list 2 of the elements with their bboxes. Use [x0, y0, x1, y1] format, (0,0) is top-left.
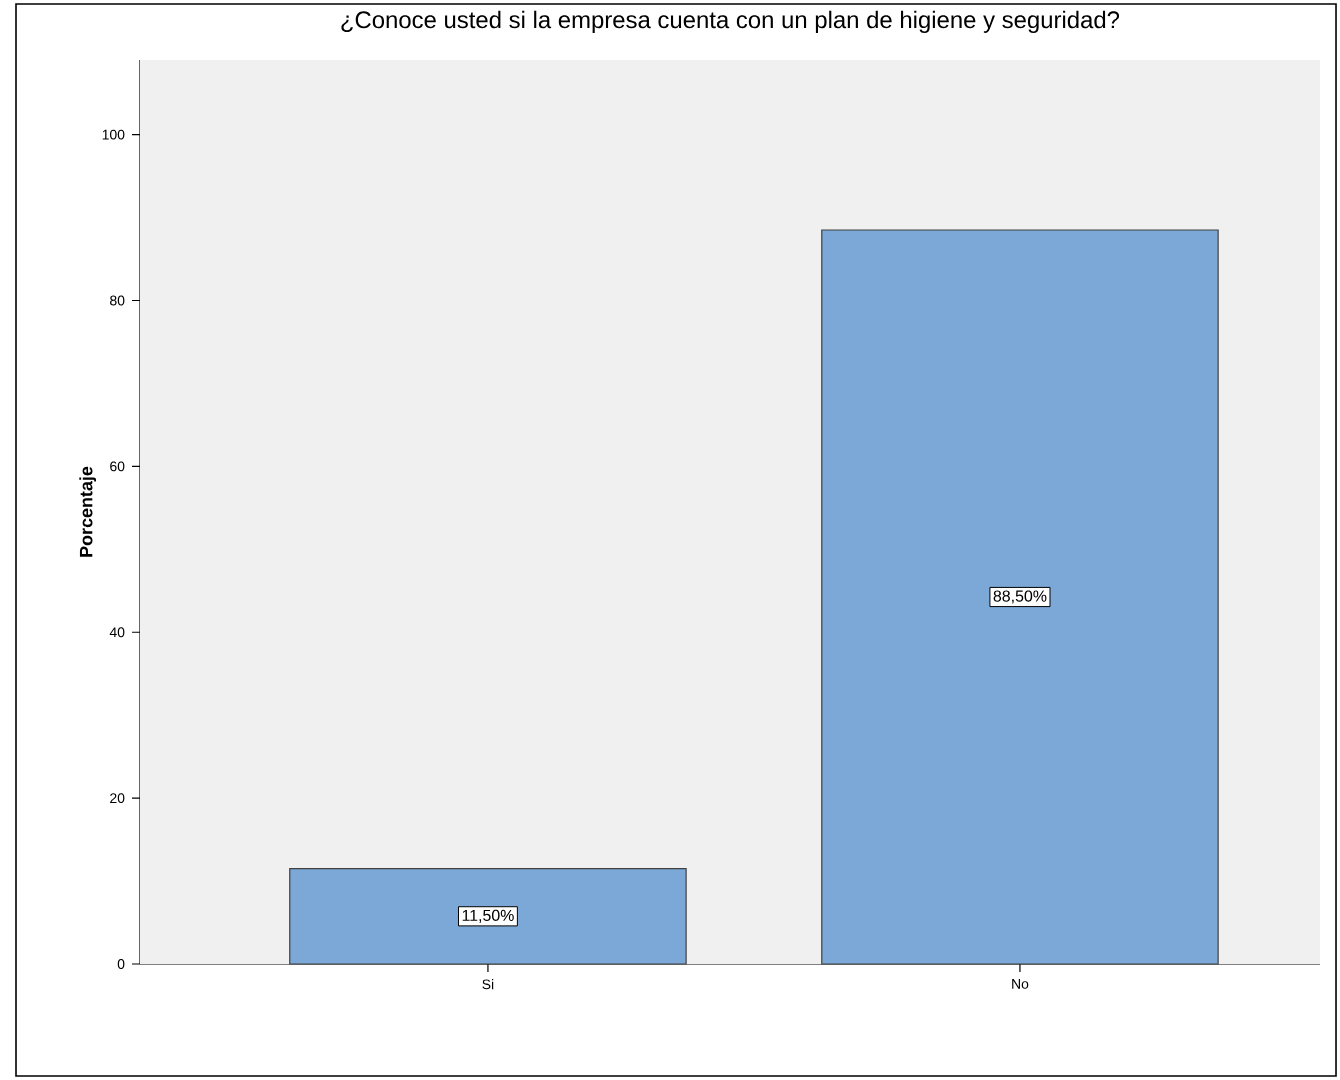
y-axis-title: Porcentaje [79, 466, 97, 557]
chart-title: ¿Conoce usted si la empresa cuenta con un plan de higiene y seguridad? [341, 10, 1120, 33]
